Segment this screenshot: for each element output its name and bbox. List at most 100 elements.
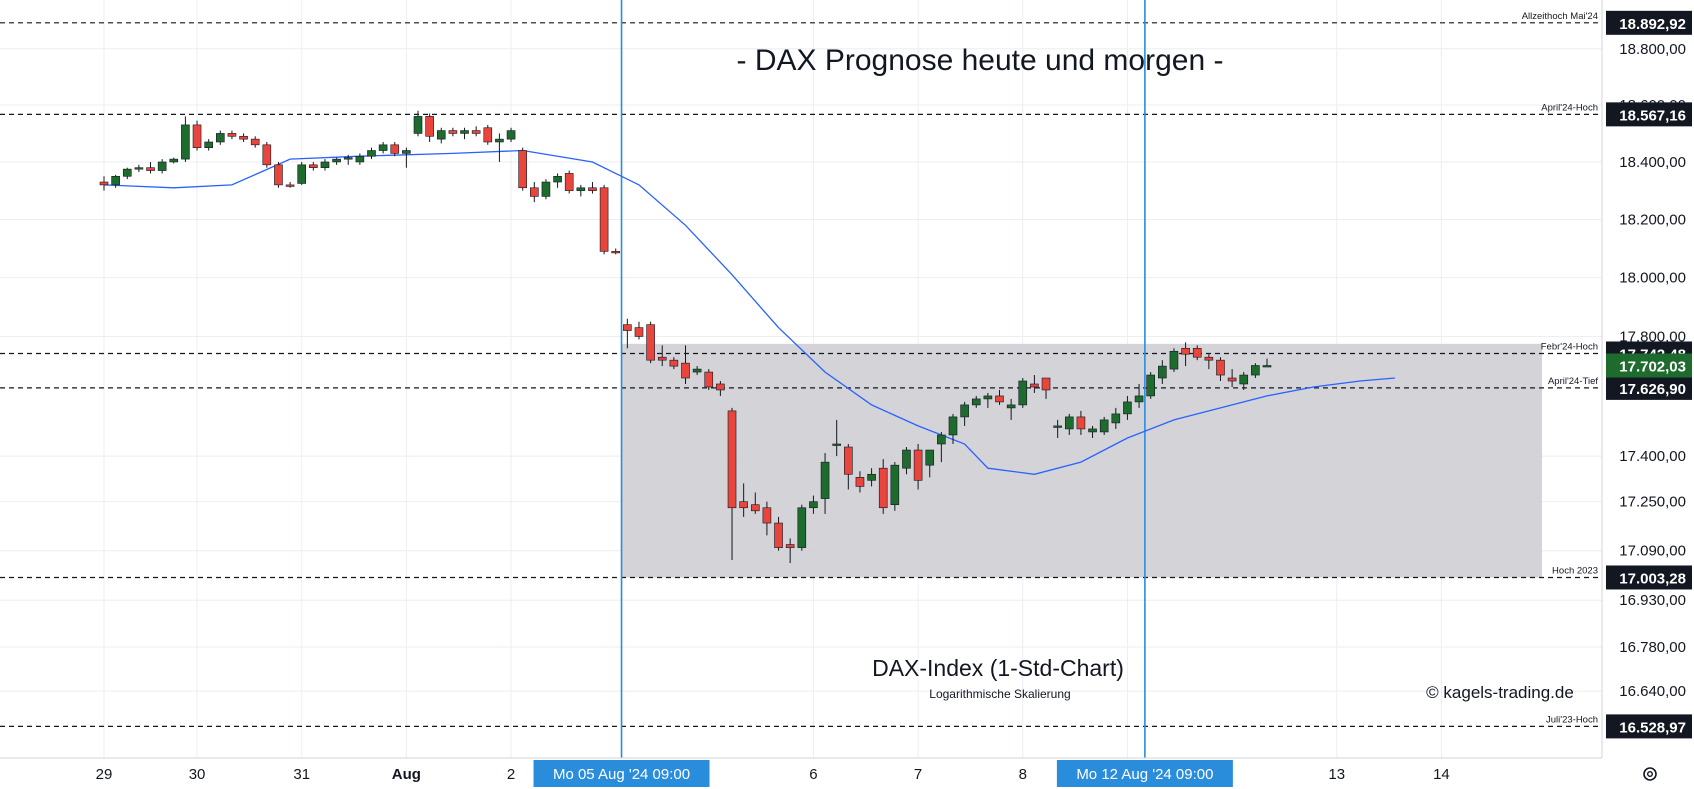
candle-body[interactable] bbox=[878, 467, 888, 509]
candle-body[interactable] bbox=[227, 133, 237, 137]
candle-body[interactable] bbox=[1030, 383, 1039, 388]
candle-body[interactable] bbox=[1204, 356, 1214, 361]
candle-body[interactable] bbox=[785, 544, 795, 548]
candle-body[interactable] bbox=[1227, 377, 1237, 382]
candle-body[interactable] bbox=[1239, 374, 1249, 385]
candle-body[interactable] bbox=[413, 116, 423, 134]
candle-body[interactable] bbox=[146, 167, 155, 171]
candle-body[interactable] bbox=[1169, 350, 1179, 370]
candle-body[interactable] bbox=[99, 181, 109, 186]
candle-body[interactable] bbox=[250, 138, 260, 146]
candle-body[interactable] bbox=[657, 356, 667, 361]
candle-body[interactable] bbox=[122, 168, 132, 177]
candle-body[interactable] bbox=[262, 144, 272, 166]
candle-body[interactable] bbox=[530, 187, 539, 197]
candle-body[interactable] bbox=[971, 398, 981, 406]
candle-body[interactable] bbox=[1192, 347, 1202, 358]
candle-body[interactable] bbox=[367, 150, 376, 157]
candle-body[interactable] bbox=[216, 133, 225, 143]
candle-body[interactable] bbox=[495, 138, 504, 143]
candle-body[interactable] bbox=[774, 522, 783, 548]
candle-body[interactable] bbox=[192, 124, 202, 148]
candle-body[interactable] bbox=[820, 461, 830, 499]
candle-body[interactable] bbox=[867, 473, 876, 481]
candle-body[interactable] bbox=[983, 395, 993, 400]
candle-body[interactable] bbox=[611, 251, 621, 254]
candle-body[interactable] bbox=[716, 383, 725, 391]
candle-body[interactable] bbox=[692, 368, 702, 373]
candle-body[interactable] bbox=[506, 130, 516, 140]
candle-body[interactable] bbox=[1041, 377, 1051, 391]
candle-body[interactable] bbox=[960, 404, 969, 418]
candle-body[interactable] bbox=[809, 501, 818, 509]
candle-body[interactable] bbox=[320, 161, 330, 168]
candle-body[interactable] bbox=[355, 155, 365, 163]
candle-body[interactable] bbox=[1158, 365, 1167, 379]
candle-body[interactable] bbox=[1053, 425, 1062, 428]
candle-body[interactable] bbox=[797, 507, 807, 548]
candle-body[interactable] bbox=[762, 507, 772, 524]
candle-body[interactable] bbox=[855, 477, 865, 487]
candle-body[interactable] bbox=[1076, 416, 1086, 430]
candle-body[interactable] bbox=[425, 116, 434, 137]
candle-body[interactable] bbox=[134, 167, 144, 170]
candle-body[interactable] bbox=[378, 144, 388, 151]
candle-body[interactable] bbox=[436, 130, 446, 140]
candle-body[interactable] bbox=[297, 164, 307, 184]
candle-body[interactable] bbox=[402, 150, 411, 154]
candle-body[interactable] bbox=[913, 449, 923, 481]
candle-body[interactable] bbox=[309, 164, 318, 168]
candle-body[interactable] bbox=[1146, 374, 1155, 397]
candle-body[interactable] bbox=[332, 158, 341, 163]
candle-body[interactable] bbox=[1018, 380, 1028, 406]
candle-body[interactable] bbox=[169, 158, 179, 163]
candle-body[interactable] bbox=[541, 181, 551, 197]
candle-body[interactable] bbox=[1251, 365, 1260, 376]
candle-body[interactable] bbox=[623, 324, 632, 331]
candle-body[interactable] bbox=[902, 449, 911, 469]
candle-body[interactable] bbox=[832, 443, 841, 446]
candle-body[interactable] bbox=[1216, 359, 1225, 376]
candle-body[interactable] bbox=[239, 135, 248, 140]
candle-body[interactable] bbox=[890, 464, 900, 506]
candle-body[interactable] bbox=[1064, 416, 1074, 430]
candle-body[interactable] bbox=[204, 141, 213, 148]
candle-body[interactable] bbox=[274, 164, 283, 186]
candle-body[interactable] bbox=[599, 187, 609, 252]
candle-body[interactable] bbox=[1262, 365, 1272, 368]
candle-body[interactable] bbox=[343, 157, 353, 160]
candle-body[interactable] bbox=[669, 359, 679, 367]
candle-body[interactable] bbox=[471, 130, 481, 134]
candle-body[interactable] bbox=[727, 410, 737, 509]
candle-body[interactable] bbox=[948, 416, 958, 436]
candle-body[interactable] bbox=[518, 150, 527, 189]
candle-body[interactable] bbox=[285, 184, 295, 187]
candle-body[interactable] bbox=[483, 127, 493, 143]
candle-body[interactable] bbox=[553, 175, 562, 183]
candle-body[interactable] bbox=[681, 362, 690, 379]
candle-body[interactable] bbox=[995, 395, 1004, 403]
candle-body[interactable] bbox=[111, 175, 120, 186]
candle-body[interactable] bbox=[1111, 413, 1121, 424]
candle-body[interactable] bbox=[157, 161, 167, 171]
candle-body[interactable] bbox=[739, 501, 748, 509]
candle-body[interactable] bbox=[1006, 404, 1016, 409]
candle-body[interactable] bbox=[750, 504, 760, 512]
candle-body[interactable] bbox=[564, 173, 574, 191]
candle-body[interactable] bbox=[704, 371, 714, 388]
candle-body[interactable] bbox=[1088, 428, 1097, 433]
candle-body[interactable] bbox=[1134, 395, 1144, 403]
candle-body[interactable] bbox=[460, 130, 469, 134]
candle-body[interactable] bbox=[390, 144, 400, 154]
candle-body[interactable] bbox=[576, 187, 586, 191]
candle-body[interactable] bbox=[925, 449, 935, 466]
candle-body[interactable] bbox=[448, 130, 458, 134]
candle-body[interactable] bbox=[1123, 401, 1132, 415]
candle-body[interactable] bbox=[937, 434, 946, 445]
candle-body[interactable] bbox=[588, 187, 597, 191]
candle-body[interactable] bbox=[1099, 419, 1109, 433]
candle-body[interactable] bbox=[1181, 347, 1190, 355]
gear-icon[interactable] bbox=[1640, 764, 1660, 784]
candle-body[interactable] bbox=[634, 327, 644, 337]
